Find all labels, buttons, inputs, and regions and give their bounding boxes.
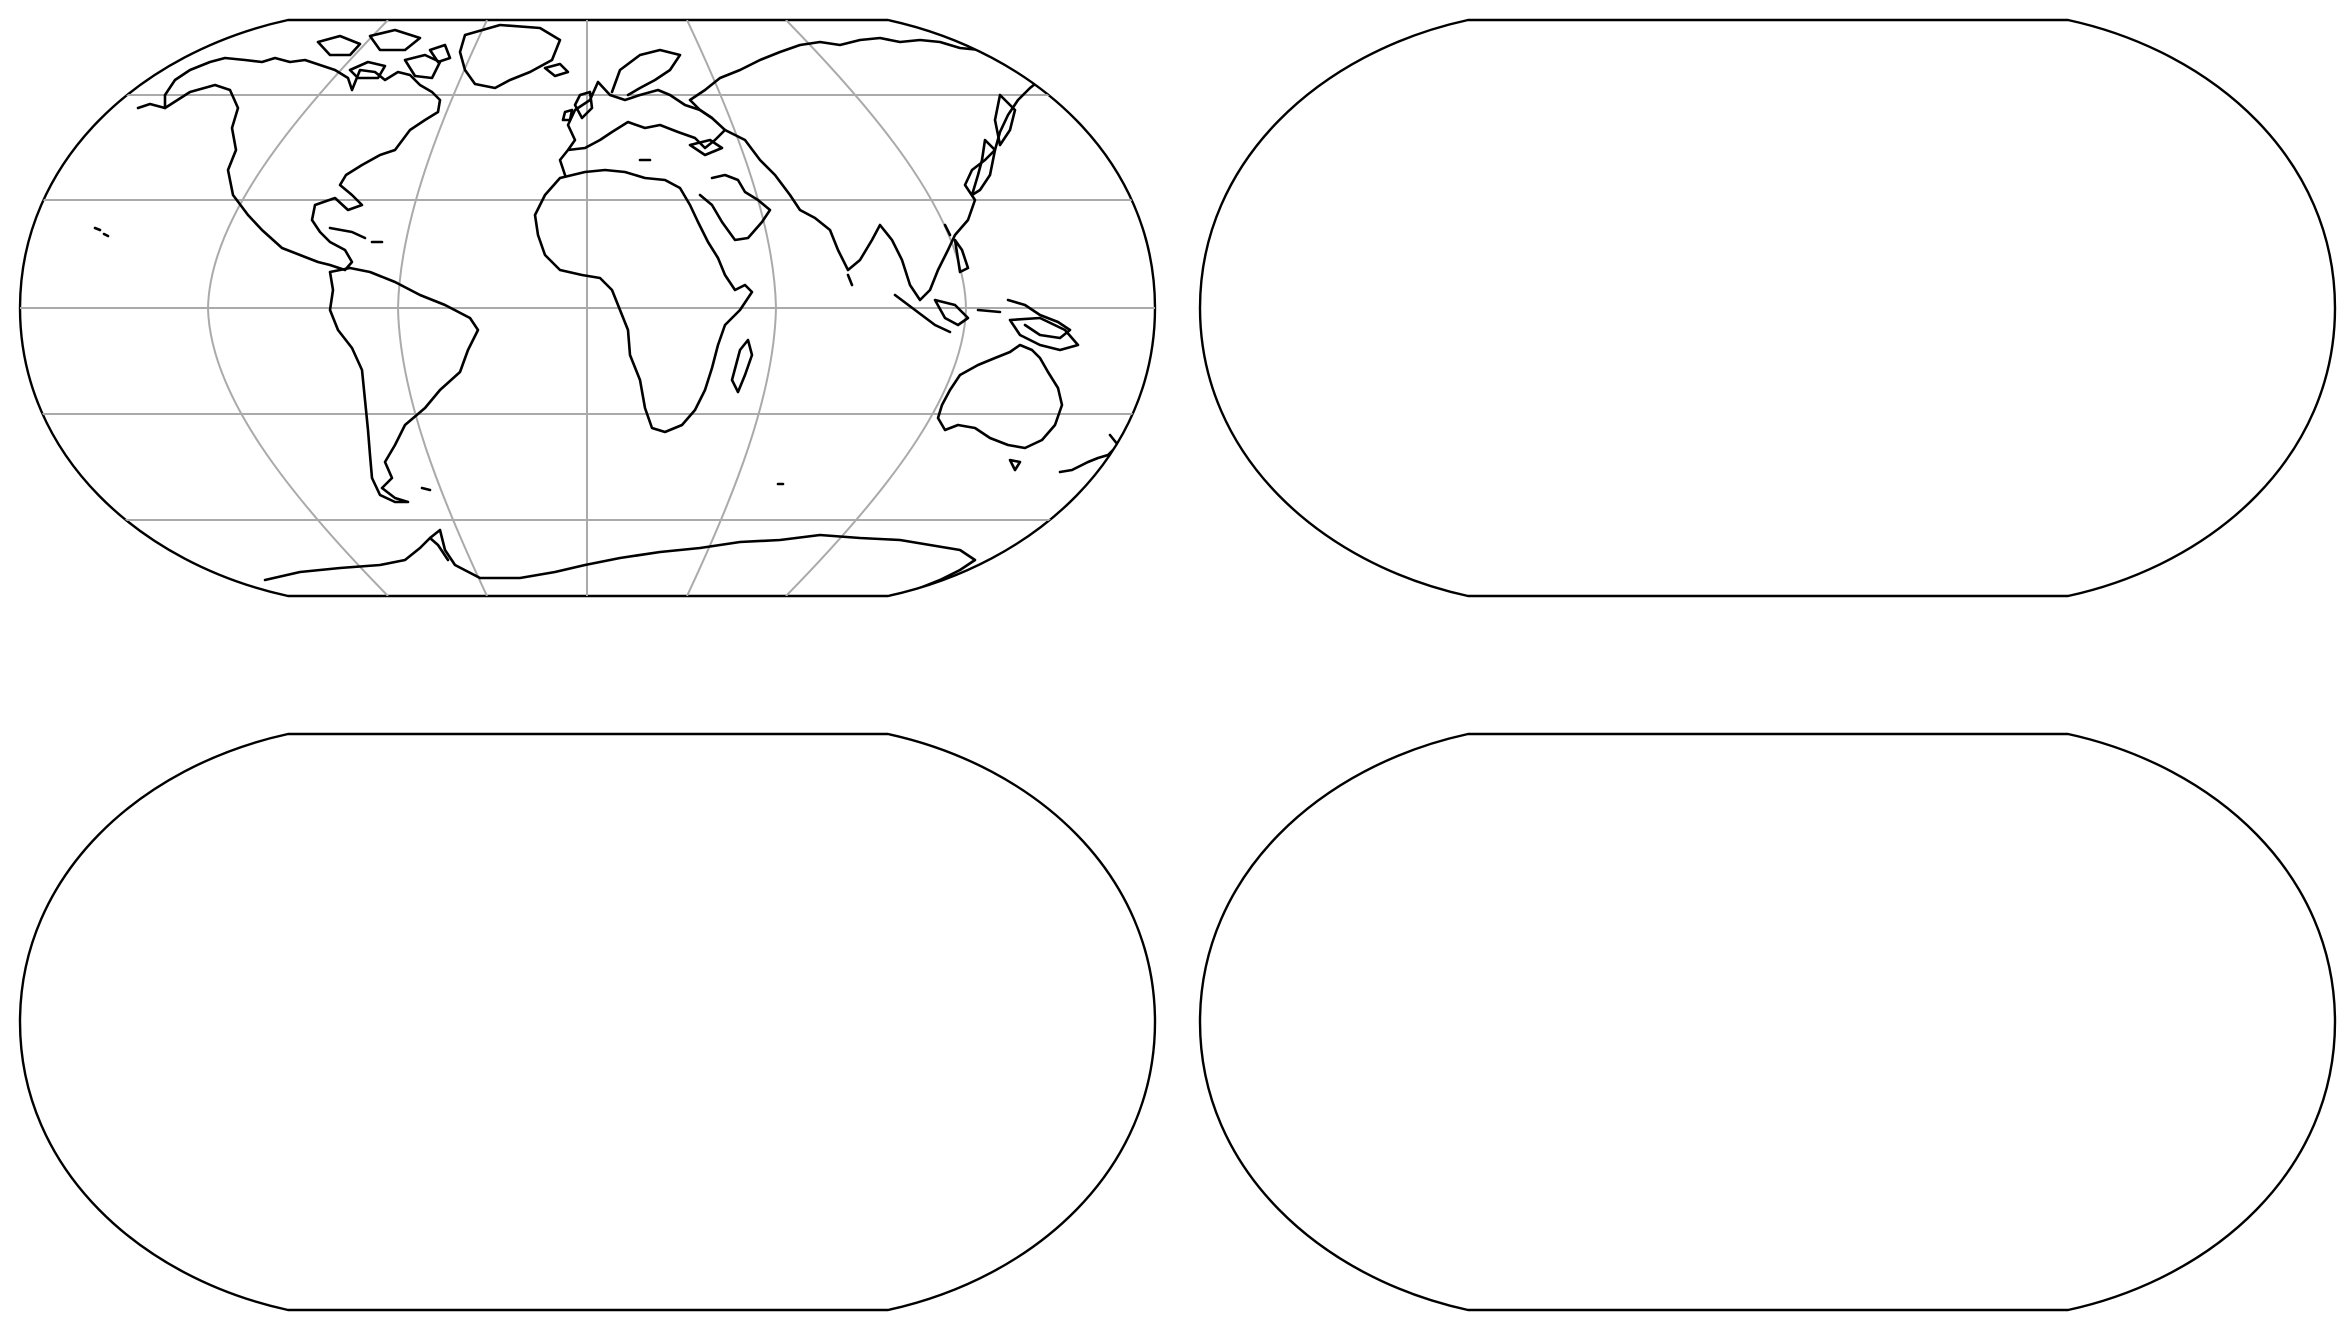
coast-africa (533, 168, 754, 434)
coast-antarctica (263, 528, 977, 596)
coast-alaska-peninsula (136, 102, 167, 110)
coast-british-isles (561, 90, 594, 122)
coast-philippines (943, 223, 970, 274)
map-panel-top-left (18, 18, 1157, 598)
coast-kamchatka (993, 93, 1017, 147)
coast-caribbean (328, 226, 384, 244)
coast-falklands (420, 486, 432, 492)
coast-new-guinea (1008, 316, 1080, 352)
coast-mediterranean (638, 138, 724, 162)
meridian-60e (686, 20, 778, 596)
coast-arabia (698, 173, 772, 242)
coast-japan (970, 138, 997, 197)
coast-australia (936, 343, 1064, 450)
coastlines (93, 23, 1120, 596)
coast-indonesia (893, 293, 1072, 340)
coast-europe (558, 80, 727, 177)
coast-iceland (543, 62, 570, 78)
map-panel-top-right (1198, 18, 2337, 598)
map-panel-bottom-right (1198, 732, 2337, 1312)
map-outline-bottom-right (1198, 732, 2337, 1312)
coast-madagascar (730, 338, 754, 394)
meridian-60w (396, 20, 488, 596)
meridian-120w (206, 20, 389, 596)
gridlines (20, 20, 1155, 596)
coast-hawaii (93, 226, 110, 238)
map-panel-bottom-left (18, 732, 1157, 1312)
map-outline-top-right (1198, 18, 2337, 598)
coast-greenland (458, 23, 562, 90)
coast-baffin (403, 53, 442, 80)
coast-south-america (328, 266, 480, 504)
coast-sri-lanka (846, 273, 854, 287)
coast-antarctic-peninsula (428, 536, 450, 562)
coast-arctic-islands (316, 28, 452, 80)
coast-scandinavia (610, 48, 682, 97)
meridian-120e (785, 20, 968, 596)
map-outline-bottom-left (18, 732, 1157, 1312)
coast-tasmania (1008, 458, 1022, 472)
coast-north-america (163, 56, 442, 272)
